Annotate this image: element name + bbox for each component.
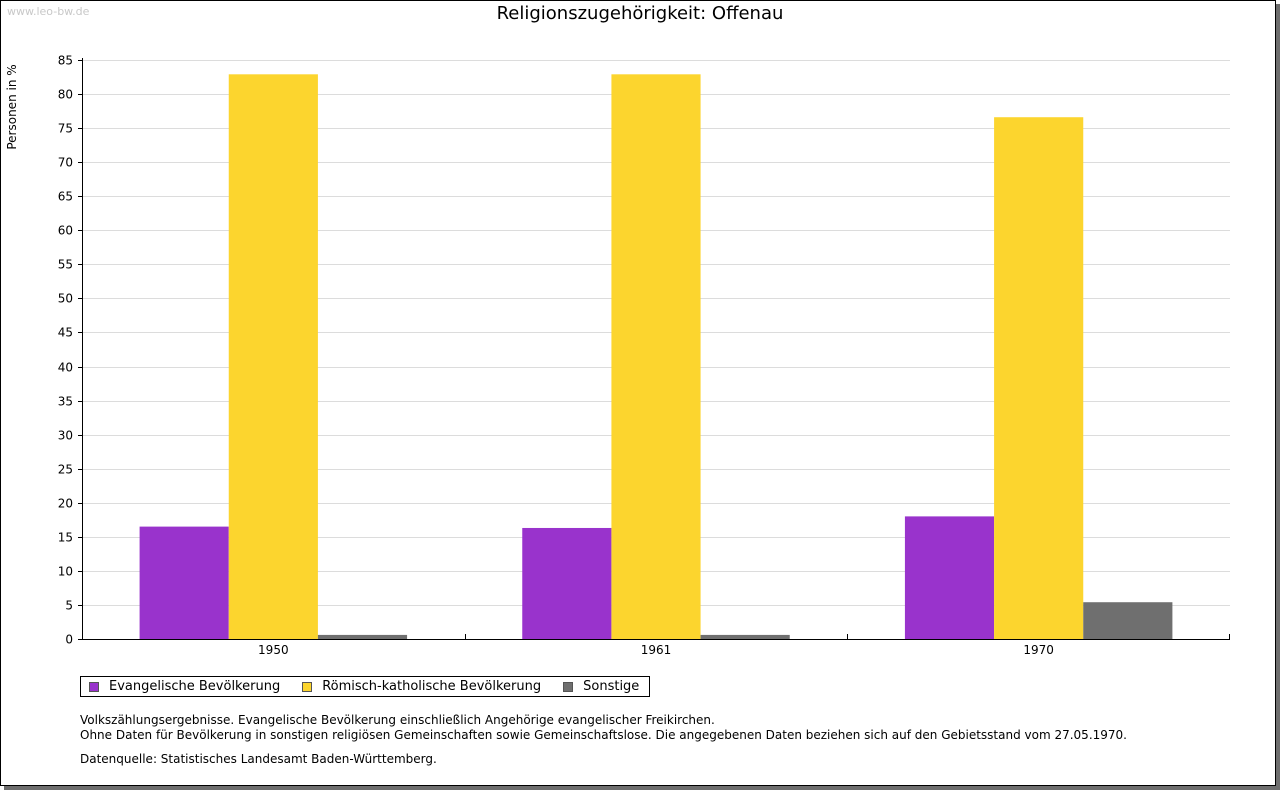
note-line-1: Volkszählungsergebnisse. Evangelische Be… xyxy=(80,713,715,727)
bar xyxy=(904,516,995,639)
y-tick-label: 55 xyxy=(58,258,73,272)
y-tick-label: 0 xyxy=(65,633,73,647)
y-tick-label: 60 xyxy=(58,224,73,238)
y-tick-label: 50 xyxy=(58,292,73,306)
bar xyxy=(228,74,318,640)
bar xyxy=(994,117,1084,640)
legend-swatch xyxy=(89,681,99,692)
legend-label: Evangelische Bevölkerung xyxy=(109,679,281,694)
y-tick-label: 45 xyxy=(58,326,73,340)
bar xyxy=(700,634,790,639)
bar xyxy=(522,527,612,639)
bar xyxy=(1083,602,1173,639)
note-line-2: Ohne Daten für Bevölkerung in sonstigen … xyxy=(80,728,1127,742)
legend-label: Römisch-katholische Bevölkerung xyxy=(322,679,542,694)
y-axis-label: Personen in % xyxy=(5,64,19,149)
y-tick-label: 85 xyxy=(58,54,73,68)
y-tick-label: 65 xyxy=(58,190,73,204)
data-source: Datenquelle: Statistisches Landesamt Bad… xyxy=(80,752,437,766)
legend-label: Sonstige xyxy=(583,679,640,694)
y-tick-label: 10 xyxy=(58,565,73,579)
y-tick-label: 5 xyxy=(65,599,73,613)
legend-item: Sonstige xyxy=(563,679,639,694)
x-tick-labels: 1950 1961 1970 xyxy=(258,643,1054,657)
y-tick-label: 70 xyxy=(58,156,73,170)
y-tick-label: 35 xyxy=(58,395,73,409)
bar xyxy=(139,526,229,639)
legend-item: Römisch-katholische Bevölkerung xyxy=(302,679,541,694)
y-tick-labels: 0 5 10 15 20 25 30 35 40 45 50 55 60 65 70 75 80 85 xyxy=(58,54,73,647)
legend: Evangelische Bevölkerung Römisch-katholis… xyxy=(80,676,651,697)
legend-swatch xyxy=(563,681,574,692)
y-tick-label: 25 xyxy=(58,463,73,477)
bar xyxy=(611,74,701,640)
bars xyxy=(139,74,1173,640)
y-tick-label: 80 xyxy=(58,88,73,102)
watermark: www.leo-bw.de xyxy=(7,5,90,18)
y-tick-label: 30 xyxy=(58,429,73,443)
axes xyxy=(78,58,1230,640)
y-tick-label: 75 xyxy=(58,122,73,136)
x-tick-label: 1961 xyxy=(641,643,672,657)
legend-item: Evangelische Bevölkerung xyxy=(89,679,280,694)
legend-swatch xyxy=(302,681,313,692)
chart-notes: Volkszählungsergebnisse. Evangelische Be… xyxy=(80,713,1127,743)
x-tick-label: 1950 xyxy=(258,643,289,657)
y-tick-label: 20 xyxy=(58,497,73,511)
y-tick-label: 40 xyxy=(58,361,73,375)
x-tick-label: 1970 xyxy=(1023,643,1054,657)
y-tick-label: 15 xyxy=(58,531,73,545)
chart-title: Religionszugehörigkeit: Offenau xyxy=(496,3,784,24)
bar xyxy=(317,634,408,639)
